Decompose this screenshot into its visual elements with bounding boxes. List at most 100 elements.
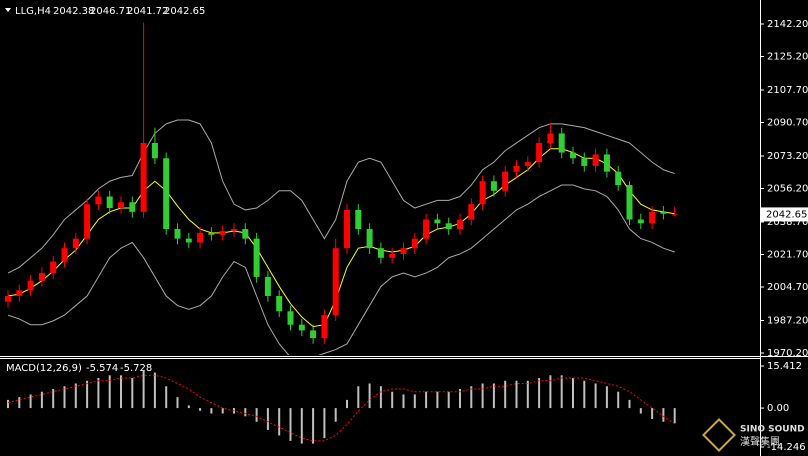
y-tick-label: 2038.70 (767, 217, 808, 228)
candle-body (615, 171, 622, 186)
candle-body (84, 204, 91, 239)
candle-body (208, 232, 215, 235)
indicator-line (7, 374, 675, 442)
macd-title: MACD(12,26,9) (6, 363, 82, 374)
macd-bar (74, 383, 77, 409)
macd-bar (120, 375, 122, 409)
indicator-line (7, 148, 675, 328)
logo: SINO SOUND 漢聲集團 (702, 418, 805, 452)
candle-body (287, 311, 294, 325)
candles (5, 22, 678, 344)
candle-body (118, 202, 124, 209)
candle-body (298, 324, 305, 331)
candle-body (479, 181, 486, 205)
macd-bar (425, 391, 428, 409)
logo-icon (702, 418, 736, 452)
macd-bar (504, 380, 507, 409)
candle-body (242, 229, 249, 239)
candle-body (129, 202, 136, 212)
macd-bar (538, 378, 541, 409)
candle-body (50, 261, 57, 274)
macd-bar (18, 397, 21, 409)
y-tick-label: 2125.20 (767, 52, 808, 63)
candle-body (174, 229, 181, 239)
macd-bar (7, 399, 9, 409)
macd-bar (334, 408, 337, 422)
ohlc-low: 2041.72 (127, 6, 168, 17)
symbol-title: LLG,H4 (15, 6, 51, 17)
menu-arrow[interactable] (5, 8, 11, 12)
macd-bar (481, 383, 484, 409)
candle-body (72, 238, 79, 249)
macd-bar (391, 391, 394, 409)
candle-body (264, 276, 271, 296)
candle-body (310, 330, 317, 339)
candle-body (513, 165, 520, 172)
macd-bar (221, 408, 224, 414)
macd-bar (470, 386, 473, 409)
candle-body (524, 162, 531, 166)
candle-body (276, 295, 283, 312)
candle-body (434, 219, 441, 224)
macd-bar (402, 394, 405, 409)
macd-bar (255, 408, 258, 422)
macd-bar (346, 399, 348, 409)
candle-body (603, 154, 610, 172)
macd-bar (199, 408, 202, 411)
macd-bar (176, 397, 179, 409)
price-label: 2042.65 (766, 209, 807, 220)
y-tick-label: 2073.20 (767, 151, 808, 162)
macd-bar (210, 408, 213, 414)
y-tick-label: 2056.20 (767, 184, 808, 195)
macd-bar (436, 391, 439, 409)
macd-bar (515, 380, 518, 409)
macd-bar (86, 380, 89, 409)
ohlc-high: 2046.71 (90, 6, 131, 17)
candle-body (61, 248, 68, 262)
macd-bar (357, 386, 360, 409)
macd-bar (187, 405, 190, 409)
macd-bar (165, 386, 168, 409)
macd-bar (108, 375, 111, 409)
macd-bar (368, 383, 371, 409)
macd-bar (560, 375, 563, 409)
macd-bar (40, 391, 43, 409)
y-tick-label: 2021.70 (767, 249, 808, 260)
candle-body (536, 142, 543, 163)
ohlc-close: 2042.65 (164, 6, 205, 17)
candle-body (344, 209, 350, 249)
candle-body (581, 158, 588, 166)
candle-body (626, 185, 633, 220)
macd-bar (639, 408, 642, 414)
macd-bar (662, 408, 665, 422)
candle-body (366, 229, 373, 249)
candle-body (185, 238, 192, 243)
macd-bar (323, 408, 326, 439)
candle-body (411, 238, 418, 249)
candle-body (332, 248, 339, 316)
y-tick-label: -14.246 (767, 442, 806, 453)
y-tick-label: 2090.70 (767, 118, 808, 129)
logo-name: SINO SOUND (740, 425, 805, 435)
candle-body (423, 219, 430, 239)
candle-body (660, 211, 667, 214)
indicator-line (7, 184, 675, 355)
candle-body (151, 142, 158, 159)
macd-signal-value: -5.728 (120, 363, 152, 374)
macd-bar (651, 408, 654, 420)
candle-body (457, 219, 463, 230)
y-tick-label: 15.412 (767, 361, 802, 372)
price-label-box (761, 207, 808, 222)
candle-body (671, 214, 678, 216)
candle-body (5, 295, 11, 302)
macd-bar (628, 399, 631, 409)
macd-bar (673, 408, 676, 424)
macd-bar (617, 391, 620, 409)
candle-body (400, 248, 407, 254)
macd-bar (63, 386, 66, 409)
macd-bar (153, 372, 156, 409)
macd-bar (289, 408, 292, 441)
candle-body (468, 204, 475, 220)
candle-body (163, 158, 170, 230)
candle-body (389, 253, 396, 258)
